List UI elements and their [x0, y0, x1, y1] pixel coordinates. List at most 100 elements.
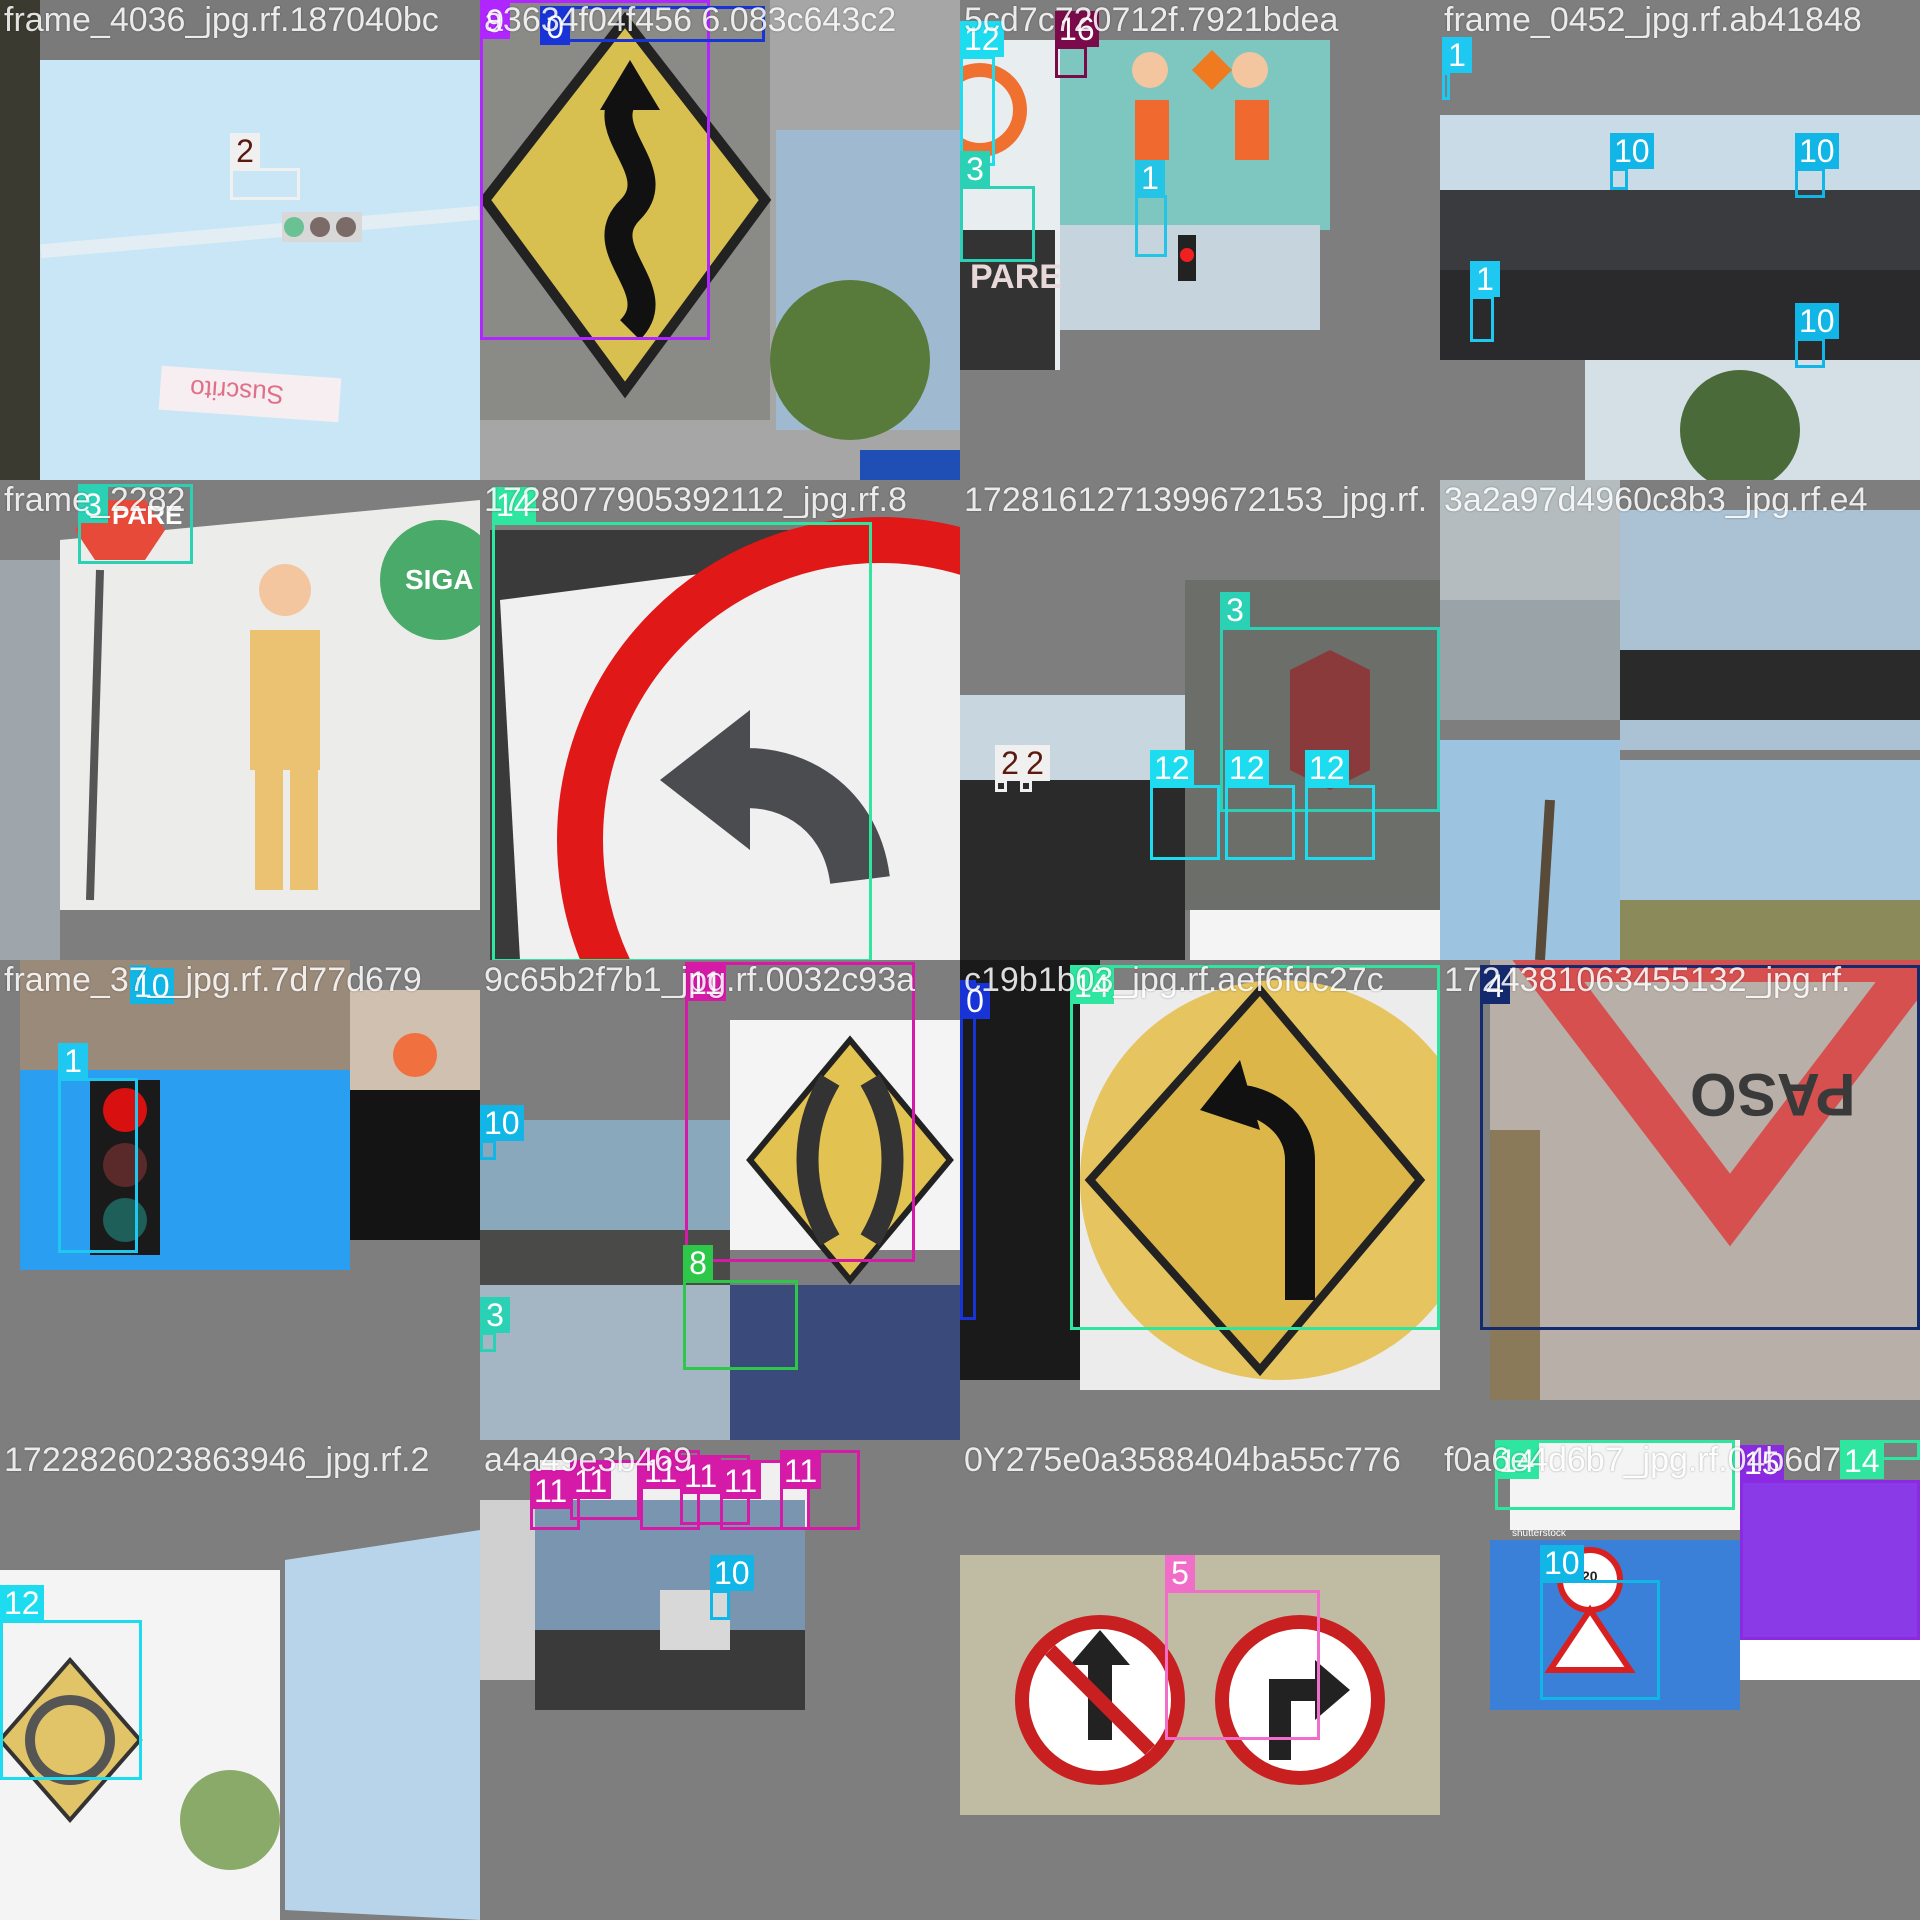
class-label: 14	[492, 487, 536, 523]
detection-box: 1	[1470, 261, 1500, 342]
class-label: 11	[720, 1463, 762, 1499]
class-label: 12	[1150, 750, 1194, 786]
detection-box: 10	[1795, 303, 1839, 368]
class-label: 10	[480, 1105, 524, 1141]
class-label: 14	[1070, 968, 1114, 1004]
class-label: 12	[1225, 750, 1269, 786]
class-label: 2	[230, 133, 260, 169]
image-filename: 0Y275e0a3588404ba55c776	[964, 1441, 1401, 1479]
mosaic-tile: 1728161271399672153_jpg.rf. 3 2 2 12 12 12	[960, 480, 1440, 960]
detection-box: 10	[1795, 133, 1839, 198]
image-filename: 3a2a97d4960c8b3_jpg.rf.e4	[1444, 481, 1868, 519]
mosaic-tile: PASO 1724381063455132_jpg.rf. 4	[1440, 960, 1920, 1440]
class-label: 3	[1220, 592, 1250, 628]
detection-box: 5	[1165, 1555, 1320, 1740]
class-label: 11	[780, 1453, 822, 1489]
class-label: 4	[1480, 968, 1510, 1004]
class-label: 5	[1165, 1555, 1195, 1591]
class-label: 9	[480, 3, 510, 39]
tile-scene	[480, 0, 960, 480]
class-label: 12	[1305, 750, 1349, 786]
detection-box: 14	[1495, 1440, 1735, 1510]
class-label: 3	[480, 1297, 510, 1333]
class-label: 11	[680, 1458, 722, 1494]
detection-box: 10	[480, 1105, 524, 1160]
detection-box: 10	[130, 965, 174, 1004]
suscrito-text: Suscrito	[189, 373, 285, 411]
image-filename: 1722826023863946_jpg.rf.2	[4, 1441, 430, 1479]
class-label: 11	[685, 965, 727, 1001]
mosaic-tile: shutterstock 20 f0a6e4d6b7_jpg.rf.04b6d7…	[1440, 1440, 1920, 1920]
class-label: 1	[58, 1043, 88, 1079]
detection-box: 3	[480, 1297, 510, 1352]
class-label: 10	[1610, 133, 1654, 169]
image-filename: 5cd7c720712f.7921bdea	[964, 1, 1339, 39]
detection-box: 11	[530, 1470, 580, 1530]
class-label: 1	[1470, 261, 1500, 297]
image-filename: 1724381063455132_jpg.rf.	[1444, 961, 1851, 999]
image-filename: 1728077905392112_jpg.rf.8	[484, 481, 907, 519]
class-label: 11	[530, 1473, 572, 1509]
detection-box: 12	[960, 21, 1004, 166]
detection-box: 2	[1020, 745, 1050, 792]
detection-box: 12	[1305, 750, 1375, 860]
mosaic-tile: c19b1b03_jpg.rf.aef6fdc27c 0 14	[960, 960, 1440, 1440]
class-label: 1	[1135, 160, 1165, 196]
detection-box: 10	[1540, 1545, 1660, 1700]
detection-box: 14	[1070, 965, 1440, 1330]
class-label: 15	[1740, 1445, 1784, 1481]
tile-scene	[1440, 960, 1920, 1440]
class-label: 10	[130, 968, 174, 1004]
mosaic-tile: frame_37__jpg.rf.7d77d679 10 1	[0, 960, 480, 1440]
detection-box: 16	[1055, 11, 1099, 78]
class-label: 10	[1795, 133, 1839, 169]
detection-box: 12	[0, 1585, 142, 1780]
shutterstock-text: shutterstock	[1512, 1528, 1566, 1539]
image-filename: 1728161271399672153_jpg.rf.	[964, 481, 1428, 519]
detection-box: 14	[1840, 1440, 1920, 1479]
mosaic-tile: 1722826023863946_jpg.rf.2 12	[0, 1440, 480, 1920]
detection-box: 9	[480, 0, 710, 340]
class-label: 3	[78, 487, 108, 523]
class-label: 10	[1795, 303, 1839, 339]
mosaic-tile: 3a2a97d4960c8b3_jpg.rf.e4	[1440, 480, 1920, 960]
class-label: 14	[1495, 1443, 1539, 1479]
detection-box: 11	[685, 962, 915, 1262]
class-label: 11	[570, 1463, 612, 1499]
tile-scene	[960, 0, 1440, 480]
detection-box: 3	[1220, 592, 1440, 812]
class-label: 0	[960, 983, 990, 1019]
detection-box: 2	[995, 745, 1025, 792]
mosaic-tile: 0Y275e0a3588404ba55c776 5	[960, 1440, 1440, 1920]
class-label: 10	[710, 1555, 754, 1591]
tile-scene	[1440, 480, 1920, 960]
class-label: 2	[1020, 745, 1050, 781]
tile-scene	[0, 0, 480, 480]
pare-text: PARE	[112, 500, 183, 530]
detection-box: 11	[680, 1455, 750, 1525]
image-filename: frame_0452_jpg.rf.ab41848	[1444, 1, 1862, 39]
detection-box: 14	[492, 487, 872, 960]
class-label: 12	[960, 21, 1004, 57]
image-filename: f0a6e4d6b7_jpg.rf.04b6d7	[1444, 1441, 1842, 1479]
image-filename: frame_4036_jpg.rf.187040bc	[4, 1, 439, 39]
tile-scene	[480, 480, 960, 960]
detection-box: 8	[683, 1245, 798, 1370]
class-label: 8	[683, 1245, 713, 1281]
tile-scene	[960, 960, 1440, 1440]
detection-box: 0	[540, 6, 765, 45]
tile-scene	[0, 960, 480, 1440]
tile-scene	[480, 960, 960, 1440]
detection-box: 4	[1480, 965, 1920, 1330]
siga-text: SIGA	[405, 564, 474, 595]
class-label: 1	[1442, 37, 1472, 73]
image-filename: a4a49e3b469	[484, 1441, 693, 1479]
image-filename: frame_37__jpg.rf.7d77d679	[4, 961, 422, 999]
detection-box: 11	[720, 1460, 810, 1530]
detection-box: 3	[78, 484, 193, 564]
detection-box: 10	[1610, 133, 1654, 190]
class-label: 12	[0, 1585, 44, 1621]
mosaic-tile: frame_0452_jpg.rf.ab41848 1 10 10 1 10	[1440, 0, 1920, 480]
